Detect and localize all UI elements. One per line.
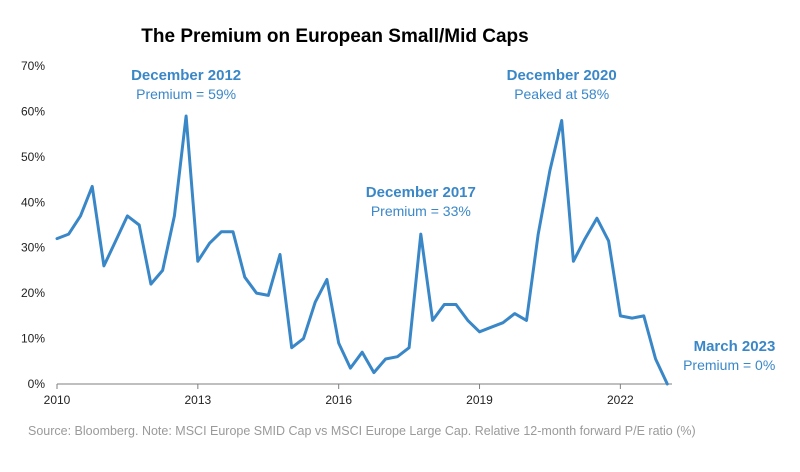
annotation-text: Premium = 0% — [683, 357, 775, 373]
x-tick-label: 2019 — [466, 393, 493, 407]
x-tick-label: 2016 — [325, 393, 352, 407]
chart-title: The Premium on European Small/Mid Caps — [141, 26, 528, 47]
x-tick-label: 2010 — [44, 393, 71, 407]
x-tick-label: 2022 — [607, 393, 634, 407]
y-tick-label: 20% — [21, 286, 45, 300]
y-tick-label: 10% — [21, 332, 45, 346]
annotation-title: December 2012 — [131, 67, 241, 84]
y-axis-ticks: 0% 10% 20% 30% 40% 50% 60% 70% — [21, 59, 45, 391]
y-tick-label: 50% — [21, 150, 45, 164]
annotation-title: December 2020 — [507, 67, 617, 84]
annotation-text: Peaked at 58% — [514, 86, 609, 102]
source-note: Source: Bloomberg. Note: MSCI Europe SMI… — [28, 424, 696, 438]
y-tick-label: 60% — [21, 104, 45, 118]
x-tick-label: 2013 — [184, 393, 211, 407]
series-line — [55, 114, 669, 386]
annotation-title: December 2017 — [366, 184, 476, 201]
y-tick-label: 0% — [28, 377, 46, 391]
y-tick-label: 40% — [21, 195, 45, 209]
annotations: December 2012 Premium = 59% December 2017 P… — [131, 67, 775, 373]
annotation-text: Premium = 59% — [136, 86, 236, 102]
y-tick-label: 30% — [21, 241, 45, 255]
annotation-text: Premium = 33% — [371, 203, 471, 219]
annotation-title: March 2023 — [694, 338, 776, 355]
y-tick-label: 70% — [21, 59, 45, 73]
x-axis-ticks: 2010 2013 2016 2019 2022 — [44, 384, 634, 407]
